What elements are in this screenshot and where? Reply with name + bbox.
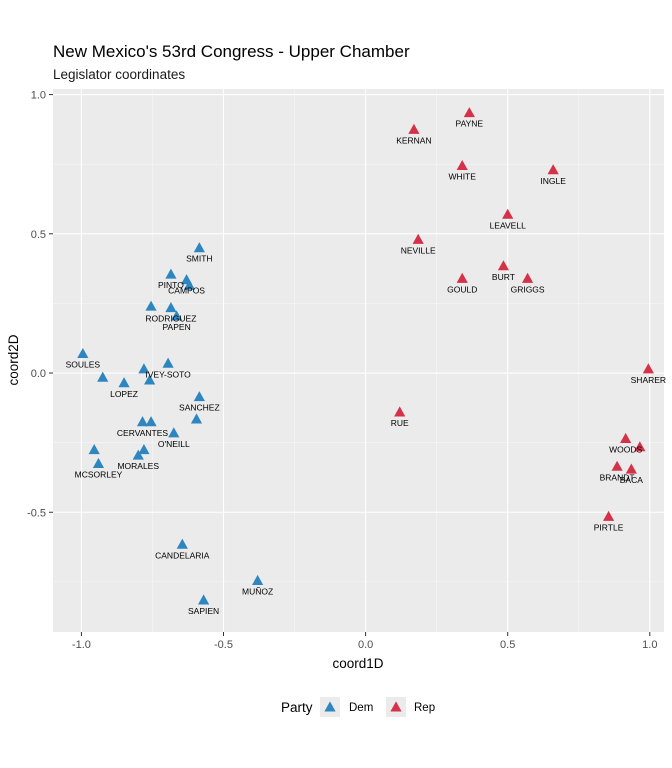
point-label: O'NEILL — [158, 439, 190, 449]
x-tick-label: -0.5 — [214, 639, 233, 651]
point-dem — [145, 416, 157, 427]
point-label: SHARER — [631, 375, 666, 385]
point-label: NEVILLE — [401, 245, 436, 255]
point-dem — [144, 374, 156, 385]
x-tick-label: 1.0 — [642, 639, 657, 651]
point-label: BRANDT — [600, 472, 635, 482]
point-rep — [463, 107, 475, 118]
point-rep — [394, 406, 406, 417]
point-dem — [162, 357, 174, 368]
point-label: CERVANTES — [117, 428, 169, 438]
point-dem — [171, 310, 183, 321]
point-label: INGLE — [540, 176, 566, 186]
point-label: MUÑOZ — [242, 586, 273, 596]
point-dem — [183, 279, 196, 290]
point-label: PAPEN — [163, 322, 191, 332]
axes: -1.0 -0.5 0.0 0.5 1.0 -0.5 0.0 0.5 1.0 — [27, 90, 657, 651]
point-dem — [145, 300, 157, 311]
point-label: SMITH — [186, 254, 212, 264]
point-dem — [118, 377, 130, 388]
y-tick-label: -0.5 — [27, 507, 46, 519]
point-dem — [77, 347, 89, 359]
point-dem — [132, 449, 144, 460]
point-label: CANDELARIA — [155, 550, 210, 560]
point-label: SOULES — [66, 360, 101, 370]
point-dem — [198, 594, 210, 605]
point-label: BACA — [620, 475, 643, 485]
point-rep — [408, 123, 420, 134]
point-rep — [547, 164, 559, 175]
legend-label-dem: Dem — [349, 702, 373, 714]
point-rep — [625, 463, 637, 474]
point-rep — [502, 208, 514, 219]
data-points — [77, 107, 654, 605]
point-rep — [642, 363, 654, 374]
point-rep — [620, 432, 632, 443]
point-dem — [193, 242, 205, 253]
x-tick-label: -1.0 — [72, 639, 91, 651]
x-tick-label: 0.0 — [358, 639, 373, 651]
point-label: LEAVELL — [490, 220, 527, 230]
point-dem — [190, 413, 203, 424]
x-axis-title: coord1D — [332, 656, 383, 671]
point-rep — [634, 441, 646, 452]
y-axis-title: coord2D — [6, 334, 21, 385]
point-label: RUE — [391, 418, 409, 428]
point-dem — [193, 391, 205, 402]
point-label: PAYNE — [456, 119, 484, 129]
point-label: MCSORLEY — [75, 470, 123, 480]
legend-marker-dem — [324, 701, 336, 712]
point-label: PINTO — [158, 280, 184, 290]
point-label: KERNAN — [396, 135, 431, 145]
y-tick-label: 1.0 — [31, 90, 46, 102]
point-dem — [136, 416, 149, 427]
point-dem — [138, 363, 150, 374]
chart-subtitle: Legislator coordinates — [53, 67, 185, 82]
point-dem — [176, 538, 188, 549]
point-dem — [88, 444, 100, 455]
point-rep — [611, 460, 623, 471]
legend: Party Dem Rep — [281, 697, 435, 717]
point-rep — [521, 272, 534, 283]
point-label: BURT — [492, 272, 515, 282]
legend-marker-rep — [390, 701, 402, 712]
y-tick-label: 0.0 — [31, 368, 46, 380]
legend-label-rep: Rep — [414, 702, 435, 714]
point-label: GOULD — [447, 284, 477, 294]
point-label: MORALES — [117, 461, 159, 471]
point-dem — [97, 371, 109, 382]
point-label: PIRTLE — [594, 522, 624, 532]
chart-title: New Mexico's 53rd Congress - Upper Chamb… — [53, 42, 410, 61]
point-dem — [252, 574, 264, 585]
point-dem — [165, 268, 177, 279]
point-label: GRIGGS — [511, 284, 545, 294]
point-dem — [168, 427, 180, 438]
point-rep — [456, 272, 468, 283]
point-label: CAMPOS — [168, 286, 205, 296]
point-label: SAPIEN — [188, 606, 219, 616]
point-label: IVEY-SOTO — [145, 369, 191, 379]
point-label: SANCHEZ — [179, 403, 220, 413]
x-tick-label: 0.5 — [500, 639, 515, 651]
point-dem — [92, 457, 105, 469]
point-dem — [138, 444, 150, 455]
point-rep — [602, 510, 615, 521]
point-rep — [497, 260, 510, 271]
point-label: WOODS — [609, 444, 642, 454]
point-rep — [412, 233, 424, 244]
plot-panel — [53, 89, 664, 632]
point-label: WHITE — [449, 172, 477, 182]
point-rep — [456, 159, 468, 171]
point-label: RODRIGUEZ — [145, 314, 196, 324]
y-tick-label: 0.5 — [31, 229, 46, 241]
point-label: LOPEZ — [110, 389, 138, 399]
point-dem — [165, 301, 177, 313]
legend-title: Party — [281, 700, 313, 715]
gridlines — [53, 89, 664, 632]
